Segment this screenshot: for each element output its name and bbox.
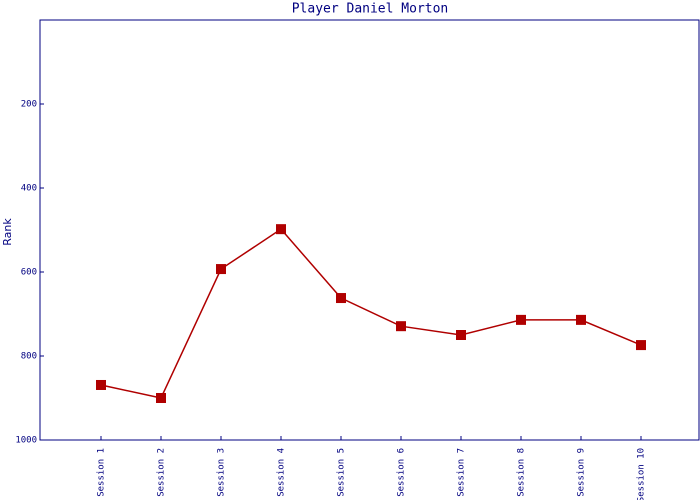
point-marker bbox=[576, 314, 586, 325]
point-marker bbox=[516, 314, 526, 325]
point-marker bbox=[156, 393, 166, 403]
point-marker bbox=[276, 224, 286, 235]
y-tick-label: 800 bbox=[21, 352, 37, 362]
y-tick-label: 400 bbox=[21, 184, 37, 194]
point-marker bbox=[96, 379, 106, 390]
x-tick-label: Session 8 bbox=[517, 448, 527, 497]
x-tick-label: Session 9 bbox=[577, 448, 587, 497]
plot-frame bbox=[39, 19, 700, 441]
x-tick-label: Session 10 bbox=[637, 448, 647, 500]
y-tick-label: 600 bbox=[21, 268, 37, 278]
chart-title: Player Daniel Morton bbox=[292, 2, 449, 17]
point-marker bbox=[456, 330, 466, 340]
y-axis-label: Rank bbox=[1, 218, 14, 246]
point-marker bbox=[216, 264, 226, 275]
point-marker bbox=[636, 340, 646, 351]
x-tick-label: Session 1 bbox=[97, 448, 107, 497]
x-tick-label: Session 3 bbox=[217, 448, 227, 497]
series-line bbox=[100, 228, 642, 399]
x-tick-label: Session 4 bbox=[277, 448, 287, 497]
y-tick-label: 200 bbox=[21, 100, 37, 110]
x-tick-label: Session 2 bbox=[157, 448, 167, 497]
y-tick-label: 1000 bbox=[15, 436, 37, 446]
x-tick-label: Session 6 bbox=[397, 448, 407, 497]
x-tick-label: Session 5 bbox=[337, 448, 347, 497]
point-marker bbox=[396, 321, 406, 332]
x-tick-label: Session 7 bbox=[457, 448, 467, 497]
point-marker bbox=[336, 293, 346, 304]
